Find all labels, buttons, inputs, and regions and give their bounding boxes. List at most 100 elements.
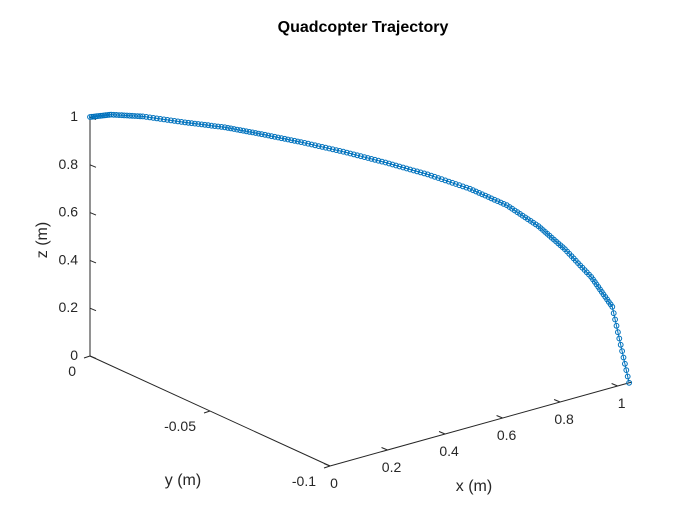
x-axis-line — [329, 381, 633, 467]
trajectory-point — [620, 354, 627, 361]
x-tick-mark — [553, 399, 561, 403]
trajectory-point — [491, 196, 498, 203]
trajectory-point — [218, 124, 225, 130]
trajectory-point — [298, 139, 304, 146]
trajectory-point — [410, 167, 417, 174]
z-tick-label: 0.8 — [59, 156, 79, 172]
y-tick-label: 0 — [68, 363, 76, 379]
trajectory-point — [343, 149, 350, 156]
trajectory-point — [357, 153, 364, 160]
trajectory-point — [308, 141, 315, 148]
trajectory-point — [609, 303, 616, 310]
y-tick-label: -0.1 — [292, 473, 316, 489]
trajectory-point — [347, 150, 354, 157]
trajectory-point — [153, 115, 160, 122]
y-tick-mark — [323, 465, 331, 469]
trajectory-point — [150, 115, 157, 121]
trajectory-point — [265, 132, 272, 139]
trajectory-point — [403, 165, 410, 172]
x-tick-label: 0.2 — [382, 459, 402, 475]
trajectory-point — [294, 138, 301, 145]
trajectory-point — [485, 194, 492, 200]
trajectory-point — [195, 121, 202, 127]
trajectory-point — [414, 168, 421, 175]
trajectory-line — [89, 114, 630, 383]
trajectory-point — [211, 123, 218, 129]
trajectory-point — [497, 199, 504, 206]
trajectory-point — [262, 131, 268, 138]
trajectory-point — [281, 135, 288, 142]
x-tick-mark — [496, 415, 503, 419]
trajectory-point — [354, 152, 361, 159]
x-tick-label: 0.8 — [554, 411, 574, 427]
trajectory-point — [340, 148, 347, 155]
trajectory-point — [421, 170, 428, 177]
trajectory-point — [202, 121, 208, 128]
z-tick-mark — [89, 259, 97, 264]
trajectory-point — [319, 144, 326, 150]
trajectory-point — [221, 124, 228, 131]
z-tick-label: 0 — [70, 347, 78, 363]
trajectory-point — [188, 120, 195, 127]
trajectory-point — [467, 185, 473, 192]
trajectory-point — [139, 113, 146, 120]
trajectory-point — [108, 111, 114, 118]
z-axis-label: z (m) — [34, 222, 51, 258]
trajectory-point — [482, 192, 489, 199]
trajectory-point — [175, 118, 181, 125]
trajectory-point — [424, 171, 431, 178]
trajectory-point — [131, 113, 138, 119]
trajectory-point — [278, 135, 285, 142]
x-tick-mark — [438, 431, 446, 435]
trajectory-point — [178, 119, 185, 125]
trajectory-point — [258, 131, 265, 138]
trajectory-point — [124, 112, 130, 119]
trajectory-point — [389, 161, 396, 168]
trajectory-point — [215, 123, 222, 130]
trajectory-point — [121, 112, 128, 119]
trajectory-point — [617, 341, 624, 348]
trajectory-point — [285, 136, 291, 143]
trajectory-point — [137, 113, 144, 120]
trajectory-point — [619, 348, 625, 355]
trajectory-point — [336, 148, 343, 154]
trajectory-point — [616, 335, 623, 342]
y-tick-label: -0.05 — [164, 418, 196, 434]
trajectory-point — [386, 160, 392, 167]
trajectory-point — [463, 184, 470, 191]
trajectory-point — [275, 134, 282, 141]
x-tick-mark — [381, 447, 388, 451]
z-tick-label: 0.6 — [59, 204, 79, 220]
trajectory-point — [442, 177, 449, 184]
y-tick-mark — [203, 410, 211, 414]
trajectory-point — [623, 367, 630, 374]
y-tick-mark — [83, 355, 91, 359]
trajectory-point — [452, 181, 459, 187]
z-tick-mark — [89, 212, 97, 216]
z-tick-mark — [89, 355, 97, 359]
trajectory-point — [161, 116, 167, 123]
x-tick-mark — [611, 383, 618, 387]
trajectory-point — [182, 119, 188, 126]
trajectory-point — [445, 178, 452, 185]
trajectory-point — [171, 118, 178, 124]
trajectory-point — [438, 176, 445, 183]
chart-title: Quadcopter Trajectory — [278, 19, 449, 36]
trajectory-point — [333, 147, 340, 154]
trajectory-point — [329, 146, 336, 153]
trajectory-point — [315, 143, 322, 150]
z-tick-label: 0.4 — [59, 251, 79, 267]
trajectory-point — [375, 157, 382, 164]
trajectory-point — [494, 198, 501, 205]
trajectory-point — [116, 112, 122, 118]
trajectory-point — [350, 151, 357, 158]
trajectory-point — [613, 322, 620, 329]
x-tick-label: 0 — [330, 475, 338, 491]
trajectory-point — [168, 117, 174, 124]
trajectory-point — [396, 163, 403, 170]
trajectory-point — [500, 201, 507, 207]
trajectory-point — [249, 129, 256, 136]
trajectory-point — [624, 373, 631, 380]
z-tick-mark — [89, 164, 97, 168]
